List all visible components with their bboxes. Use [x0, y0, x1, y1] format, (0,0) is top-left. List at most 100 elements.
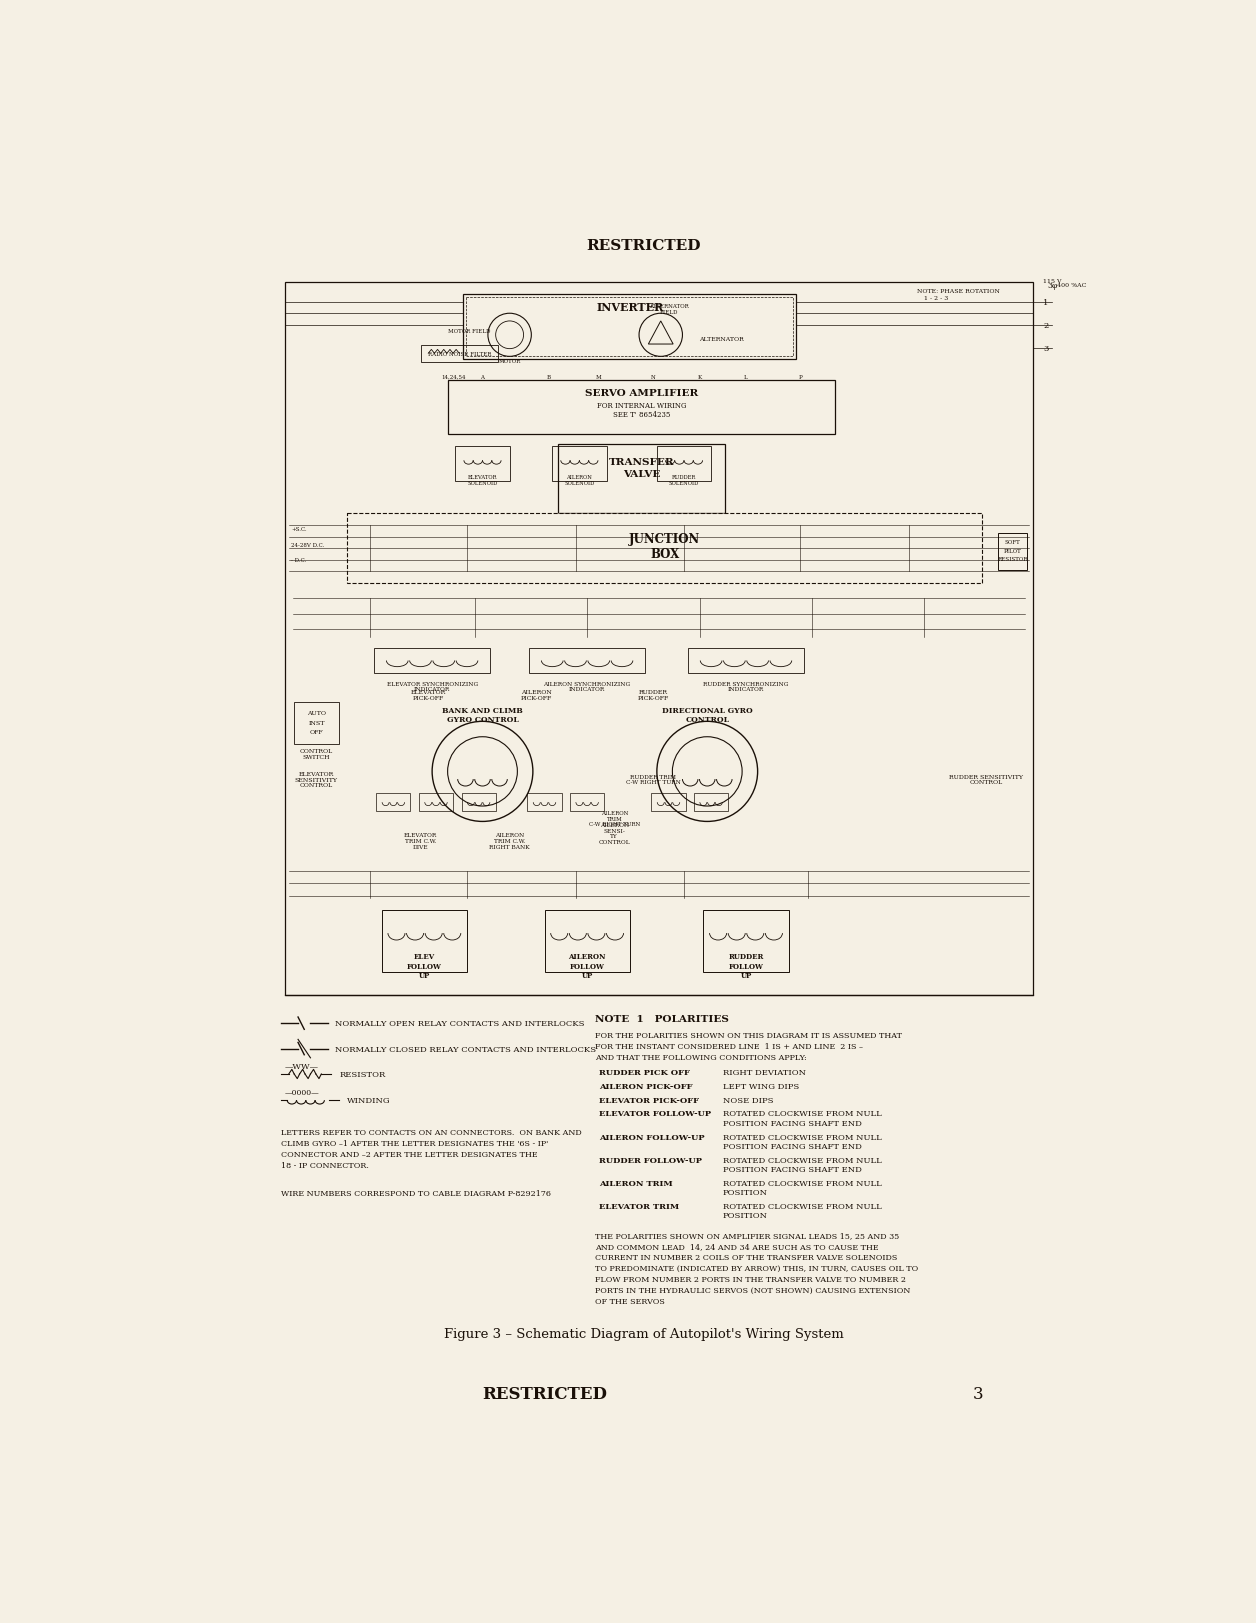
- Text: RESISTOR: RESISTOR: [339, 1070, 386, 1078]
- Text: SEE T' 8654235: SEE T' 8654235: [613, 411, 669, 419]
- Text: NORMALLY CLOSED RELAY CONTACTS AND INTERLOCKS: NORMALLY CLOSED RELAY CONTACTS AND INTER…: [335, 1045, 597, 1053]
- Text: RUDDER PICK OFF: RUDDER PICK OFF: [599, 1068, 690, 1076]
- Bar: [528, 794, 561, 812]
- Bar: [545, 911, 629, 972]
- Text: 3: 3: [1044, 344, 1049, 352]
- Bar: [463, 295, 796, 360]
- Text: AUTO: AUTO: [308, 711, 327, 716]
- Text: ELEVATOR
SENSITIVITY
CONTROL: ELEVATOR SENSITIVITY CONTROL: [294, 771, 338, 787]
- Text: DIRECTIONAL GYRO: DIRECTIONAL GYRO: [662, 706, 752, 714]
- Bar: [652, 794, 686, 812]
- Text: NORMALLY OPEN RELAY CONTACTS AND INTERLOCKS: NORMALLY OPEN RELAY CONTACTS AND INTERLO…: [335, 1019, 585, 1027]
- Text: AILERON SYNCHRONIZING
INDICATOR: AILERON SYNCHRONIZING INDICATOR: [544, 682, 631, 691]
- Bar: [294, 703, 339, 745]
- Text: ELEVATOR
SOLENOID: ELEVATOR SOLENOID: [467, 476, 497, 485]
- Bar: [285, 284, 1032, 995]
- Bar: [997, 534, 1027, 570]
- Text: FOR THE POLARITIES SHOWN ON THIS DIAGRAM IT IS ASSUMED THAT
FOR THE INSTANT CONS: FOR THE POLARITIES SHOWN ON THIS DIAGRAM…: [595, 1031, 902, 1061]
- Text: ALTERNATOR: ALTERNATOR: [700, 338, 745, 342]
- Bar: [553, 448, 607, 482]
- Text: RUDDER FOLLOW-UP: RUDDER FOLLOW-UP: [599, 1156, 702, 1164]
- Text: AILERON
TRIM C.W.
RIGHT BANK: AILERON TRIM C.W. RIGHT BANK: [490, 833, 530, 849]
- Text: CONTROL
SWITCH: CONTROL SWITCH: [300, 748, 333, 760]
- Text: 3φ: 3φ: [1048, 281, 1058, 289]
- Text: ELEVATOR
PICK-OFF: ELEVATOR PICK-OFF: [411, 690, 446, 701]
- Text: SERVO AMPLIFIER: SERVO AMPLIFIER: [585, 390, 698, 398]
- Bar: [447, 381, 835, 435]
- Text: RUDDER
FOLLOW
UP: RUDDER FOLLOW UP: [728, 953, 764, 979]
- Bar: [570, 794, 604, 812]
- Text: ELEVATOR FOLLOW-UP: ELEVATOR FOLLOW-UP: [599, 1110, 711, 1118]
- Text: MOTOR FIELD: MOTOR FIELD: [448, 329, 491, 334]
- Text: SOFT: SOFT: [1005, 540, 1020, 545]
- Bar: [466, 299, 794, 357]
- Text: ELEVATOR SYNCHRONIZING
INDICATOR: ELEVATOR SYNCHRONIZING INDICATOR: [387, 682, 477, 691]
- Bar: [420, 794, 453, 812]
- Bar: [347, 514, 982, 583]
- Text: MOTOR: MOTOR: [499, 359, 521, 364]
- Text: 3: 3: [973, 1384, 983, 1402]
- Text: ELEVATOR PICK-OFF: ELEVATOR PICK-OFF: [599, 1096, 698, 1104]
- Text: AILERON PICK-OFF: AILERON PICK-OFF: [599, 1083, 692, 1091]
- Text: ROTATED CLOCKWISE FROM NULL
POSITION FACING SHAFT END: ROTATED CLOCKWISE FROM NULL POSITION FAC…: [722, 1133, 882, 1151]
- Text: - D.C.: - D.C.: [291, 558, 306, 563]
- Text: B: B: [546, 375, 550, 380]
- Text: ROTATED CLOCKWISE FROM NULL
POSITION FACING SHAFT END: ROTATED CLOCKWISE FROM NULL POSITION FAC…: [722, 1156, 882, 1173]
- Text: RUDDER SENSITIVITY
CONTROL: RUDDER SENSITIVITY CONTROL: [950, 774, 1024, 786]
- Text: 400 %AC: 400 %AC: [1056, 282, 1086, 287]
- Text: 24-28V D.C.: 24-28V D.C.: [291, 542, 324, 547]
- Text: 14,24,54: 14,24,54: [442, 375, 466, 380]
- Text: ELEV
FOLLOW
UP: ELEV FOLLOW UP: [407, 953, 442, 979]
- Text: AILERON
SENSI-
TY
CONTROL: AILERON SENSI- TY CONTROL: [598, 823, 631, 844]
- Text: CONTROL: CONTROL: [686, 716, 730, 724]
- Text: 115 V: 115 V: [1042, 279, 1061, 284]
- Bar: [377, 794, 411, 812]
- Text: BANK AND CLIMB: BANK AND CLIMB: [442, 706, 522, 714]
- Text: FOR INTERNAL WIRING: FOR INTERNAL WIRING: [597, 401, 686, 409]
- Text: AILERON
SOLENOID: AILERON SOLENOID: [564, 476, 594, 485]
- Text: AILERON TRIM: AILERON TRIM: [599, 1178, 672, 1186]
- Text: BOX: BOX: [651, 547, 679, 560]
- Text: WIRE NUMBERS CORRESPOND TO CABLE DIAGRAM P-8292176: WIRE NUMBERS CORRESPOND TO CABLE DIAGRAM…: [281, 1190, 551, 1198]
- Text: 1 - 2 - 3: 1 - 2 - 3: [924, 295, 948, 302]
- Text: L: L: [744, 375, 747, 380]
- Text: AILERON
PICK-OFF: AILERON PICK-OFF: [521, 690, 553, 701]
- Text: OFF: OFF: [310, 729, 324, 734]
- Text: TRANSFER: TRANSFER: [609, 458, 674, 466]
- Text: RESTRICTED: RESTRICTED: [482, 1384, 607, 1402]
- Text: 1: 1: [1044, 299, 1049, 307]
- Text: RUDDER TRIM
C-W RIGHT TURN: RUDDER TRIM C-W RIGHT TURN: [625, 774, 681, 786]
- Text: ROTATED CLOCKWISE FROM NULL
POSITION: ROTATED CLOCKWISE FROM NULL POSITION: [722, 1178, 882, 1196]
- Text: LETTERS REFER TO CONTACTS ON AN CONNECTORS.  ON BANK AND
CLIMB GYRO –1 AFTER THE: LETTERS REFER TO CONTACTS ON AN CONNECTO…: [281, 1128, 582, 1169]
- Text: RUDDER SYNCHRONIZING
INDICATOR: RUDDER SYNCHRONIZING INDICATOR: [703, 682, 789, 691]
- Text: ALTERNATOR
FIELD: ALTERNATOR FIELD: [648, 304, 688, 315]
- Bar: [374, 649, 490, 674]
- Bar: [703, 911, 789, 972]
- Bar: [695, 794, 728, 812]
- Text: AILERON
FOLLOW
UP: AILERON FOLLOW UP: [569, 953, 605, 979]
- Text: AILERON FOLLOW-UP: AILERON FOLLOW-UP: [599, 1133, 705, 1141]
- Text: RUDDER
SOLENOID: RUDDER SOLENOID: [669, 476, 700, 485]
- Text: GYRO CONTROL: GYRO CONTROL: [447, 716, 519, 724]
- Text: 2: 2: [1044, 321, 1049, 329]
- Text: WINDING: WINDING: [347, 1097, 391, 1105]
- Text: LEFT WING DIPS: LEFT WING DIPS: [722, 1083, 799, 1091]
- Bar: [688, 649, 804, 674]
- Text: ELEVATOR
TRIM C.W.
DIVE: ELEVATOR TRIM C.W. DIVE: [404, 833, 437, 849]
- Text: RIGHT DEVIATION: RIGHT DEVIATION: [722, 1068, 806, 1076]
- Text: N: N: [651, 375, 656, 380]
- Text: RADIO NOISE FILTER: RADIO NOISE FILTER: [427, 352, 491, 357]
- Text: JUNCTION: JUNCTION: [629, 532, 701, 545]
- Text: RESTRICTED: RESTRICTED: [587, 239, 701, 253]
- Text: AILERON
TRIM
C-W RIGHT TURN: AILERON TRIM C-W RIGHT TURN: [589, 810, 639, 828]
- Text: K: K: [697, 375, 702, 380]
- Text: ROTATED CLOCKWISE FROM NULL
POSITION FACING SHAFT END: ROTATED CLOCKWISE FROM NULL POSITION FAC…: [722, 1110, 882, 1126]
- Bar: [529, 649, 646, 674]
- Text: INST: INST: [309, 721, 325, 725]
- Text: —0000—: —0000—: [285, 1089, 319, 1097]
- Bar: [382, 911, 467, 972]
- Text: NOTE  1   POLARITIES: NOTE 1 POLARITIES: [595, 1014, 728, 1022]
- Text: INVERTER: INVERTER: [597, 302, 663, 313]
- Text: —WW—: —WW—: [285, 1063, 319, 1071]
- Text: RUDDER
PICK-OFF: RUDDER PICK-OFF: [637, 690, 668, 701]
